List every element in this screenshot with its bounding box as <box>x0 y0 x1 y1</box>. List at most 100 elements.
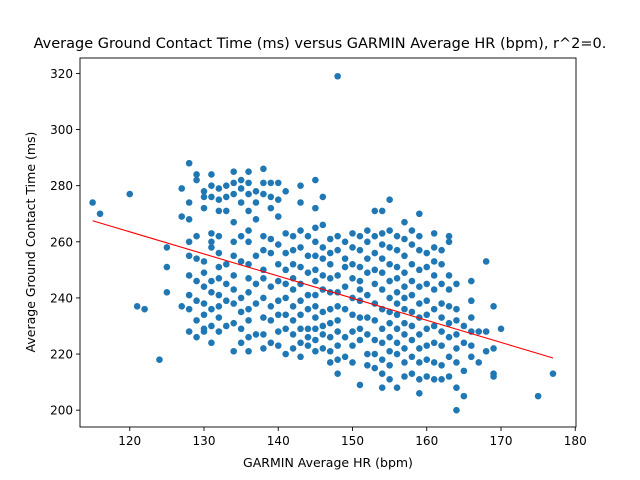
regression-fit-line <box>92 220 554 359</box>
scatter-point <box>215 328 223 335</box>
scatter-point <box>289 232 297 240</box>
scatter-point <box>408 370 416 377</box>
scatter-point <box>393 384 401 392</box>
scatter-point <box>438 300 445 307</box>
scatter-point <box>245 333 252 341</box>
scatter-point <box>423 263 431 271</box>
scatter-point <box>312 347 319 355</box>
scatter-point <box>178 185 186 192</box>
scatter-point <box>356 246 364 254</box>
scatter-point <box>401 235 408 243</box>
scatter-point <box>222 297 230 305</box>
scatter-point <box>401 305 408 313</box>
scatter-point <box>416 376 423 383</box>
scatter-point <box>416 266 423 274</box>
scatter-point <box>430 376 438 383</box>
scatter-point <box>260 331 267 338</box>
scatter-point <box>468 297 475 305</box>
scatter-point <box>453 280 460 288</box>
scatter-point <box>274 196 282 204</box>
scatter-point <box>453 317 460 324</box>
scatter-point <box>274 179 282 187</box>
scatter-point <box>341 283 349 291</box>
scatter-point <box>408 277 416 285</box>
scatter-point <box>274 241 282 248</box>
scatter-point <box>468 353 475 361</box>
scatter-point <box>193 317 200 324</box>
scatter-point <box>208 244 215 251</box>
scatter-point <box>468 277 475 285</box>
x-tick-label: 120 <box>118 434 141 448</box>
scatter-point <box>423 373 431 380</box>
scatter-point <box>430 258 438 265</box>
scatter-point <box>245 179 252 187</box>
scatter-point <box>185 238 193 246</box>
scatter-point <box>445 353 453 361</box>
scatter-point <box>349 274 356 282</box>
scatter-point <box>304 252 312 260</box>
scatter-point <box>326 305 334 313</box>
scatter-point <box>193 333 200 341</box>
x-tick-label: 130 <box>193 434 216 448</box>
scatter-point <box>222 207 230 215</box>
scatter-point <box>438 361 445 369</box>
scatter-point <box>245 274 252 282</box>
scatter-point <box>297 311 304 319</box>
scatter-point <box>319 322 327 330</box>
scatter-point <box>445 286 453 293</box>
scatter-point <box>260 314 267 321</box>
x-axis-ticks: 120 130 140 150 160 170 180 <box>118 427 587 448</box>
scatter-point <box>371 207 379 215</box>
scatter-point <box>445 232 453 240</box>
scatter-point <box>297 227 304 234</box>
y-tick-label: 320 <box>50 67 73 81</box>
scatter-point <box>215 232 223 240</box>
scatter-point <box>453 305 460 313</box>
scatter-point <box>364 291 371 299</box>
scatter-point <box>453 384 460 392</box>
scatter-point <box>319 255 327 262</box>
scatter-point <box>319 308 327 316</box>
scatter-point <box>341 255 349 262</box>
scatter-point <box>430 339 438 347</box>
scatter-point <box>230 179 237 187</box>
scatter-point <box>416 283 423 291</box>
scatter-point <box>208 322 215 330</box>
scatter-point <box>386 277 393 285</box>
scatter-point <box>438 260 445 268</box>
scatter-point <box>222 280 230 288</box>
scatter-point <box>490 303 497 310</box>
scatter-point <box>289 303 297 310</box>
scatter-point <box>237 176 245 184</box>
scatter-point <box>364 331 371 338</box>
scatter-point <box>208 230 215 237</box>
scatter-point <box>208 193 215 201</box>
scatter-point <box>289 331 297 338</box>
scatter-point <box>274 311 282 319</box>
scatter-point <box>200 269 208 276</box>
scatter-point <box>185 199 193 206</box>
scatter-point <box>393 339 401 347</box>
scatter-point <box>416 331 423 338</box>
scatter-point <box>453 345 460 352</box>
scatter-point <box>252 300 260 307</box>
scatter-point <box>416 232 423 240</box>
scatter-point <box>468 314 475 321</box>
scatter-point <box>371 350 379 358</box>
scatter-point <box>200 204 208 212</box>
scatter-point <box>349 244 356 251</box>
scatter-point <box>468 342 475 349</box>
scatter-point <box>215 196 223 204</box>
scatter-point <box>304 269 312 276</box>
scatter-point <box>185 216 193 223</box>
scatter-point <box>230 238 237 246</box>
scatter-point <box>430 244 438 251</box>
scatter-point <box>341 333 349 341</box>
scatter-point <box>349 328 356 335</box>
scatter-point <box>252 280 260 288</box>
scatter-point <box>297 353 304 361</box>
scatter-point <box>237 308 245 316</box>
scatter-point <box>230 272 237 279</box>
scatter-point <box>356 263 364 271</box>
scatter-point <box>208 171 215 178</box>
